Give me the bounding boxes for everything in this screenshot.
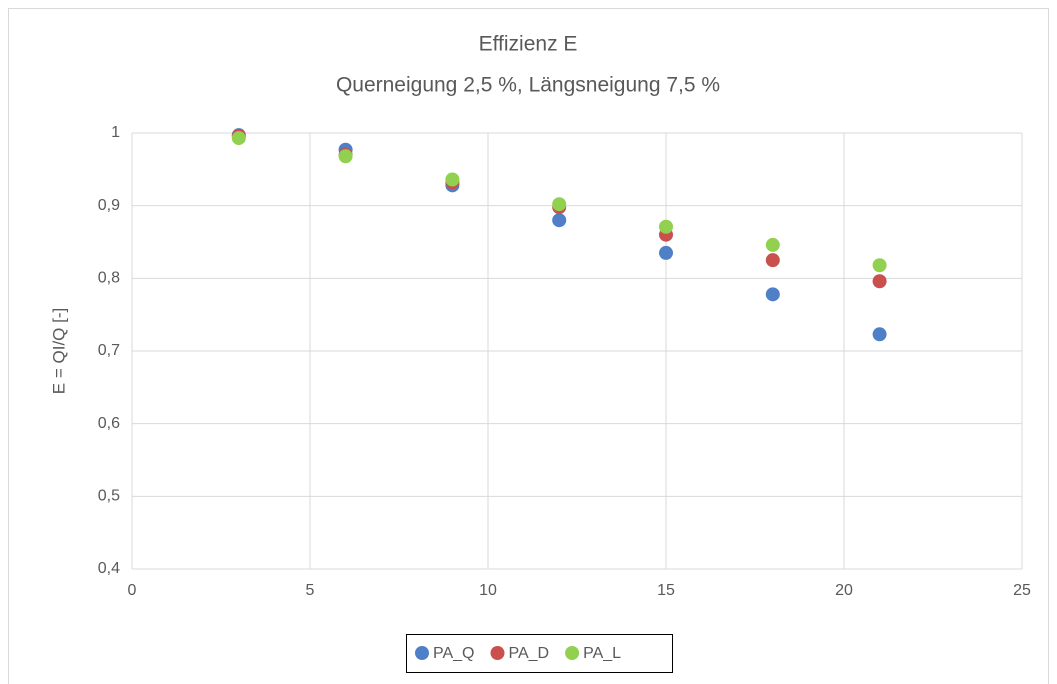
- legend-label: PA_L: [583, 645, 621, 662]
- point: [765, 253, 780, 268]
- x-tick-label: 10: [479, 582, 497, 599]
- y-tick-label: 0,9: [98, 197, 120, 214]
- x-tick-label: 20: [835, 582, 853, 599]
- point: [872, 327, 887, 342]
- chart-border: [8, 8, 1049, 684]
- legend-box: [406, 634, 673, 673]
- y-tick-label: 0,6: [98, 415, 120, 432]
- y-tick-label: 0,8: [98, 270, 120, 287]
- x-tick-label: 15: [657, 582, 675, 599]
- point: [445, 172, 460, 187]
- point: [872, 274, 887, 289]
- y-tick-label: 0,4: [98, 560, 120, 577]
- y-tick-label: 0,7: [98, 342, 120, 359]
- point: [659, 245, 673, 260]
- y-tick-label: 0,5: [98, 488, 120, 505]
- x-tick-label: 5: [306, 582, 315, 599]
- point: [552, 197, 567, 212]
- y-tick-label: 1: [111, 124, 120, 141]
- point: [765, 287, 780, 302]
- point: [872, 258, 887, 273]
- point: [552, 213, 567, 228]
- point: [231, 131, 246, 146]
- point: [338, 149, 353, 164]
- legend-label: PA_D: [509, 645, 550, 662]
- point: [765, 237, 780, 252]
- chart-title: Effizienz E: [479, 33, 578, 56]
- x-tick-label: 25: [1013, 582, 1031, 599]
- legend-label: PA_Q: [433, 645, 475, 662]
- legend-marker: [490, 646, 505, 660]
- x-tick-label: 0: [128, 582, 137, 599]
- legend-marker: [565, 646, 580, 660]
- y-axis-label: E = QI/Q [-]: [49, 308, 68, 394]
- legend-marker: [415, 646, 429, 660]
- point: [659, 219, 673, 234]
- chart-subtitle: Querneigung 2,5 %, Längsneigung 7,5 %: [336, 74, 720, 97]
